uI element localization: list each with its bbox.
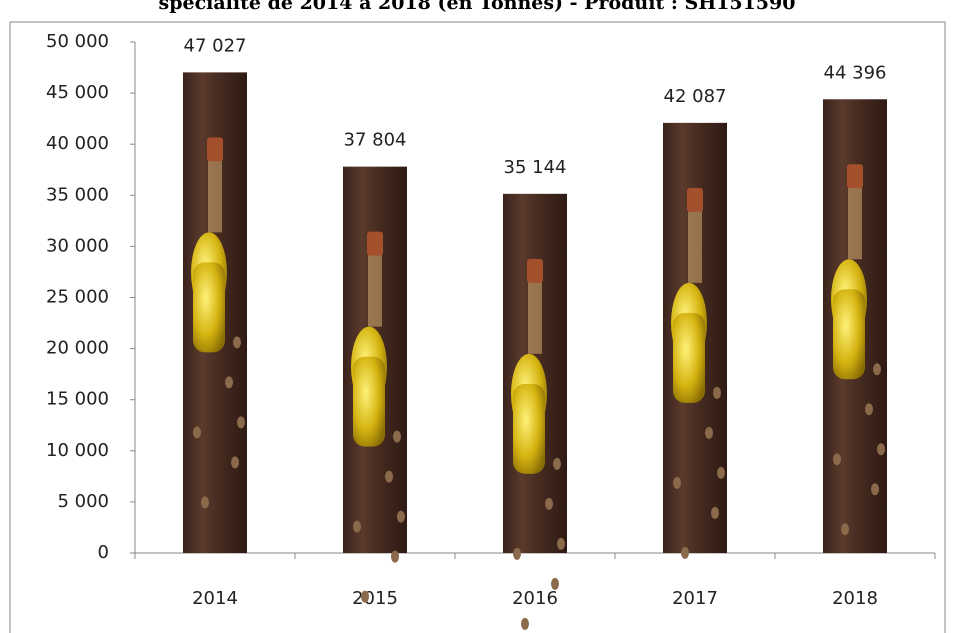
seed <box>877 443 885 456</box>
seed <box>865 403 873 416</box>
seed <box>233 336 241 349</box>
seed <box>551 577 559 590</box>
seed <box>393 430 401 443</box>
bar-decoration <box>191 137 245 509</box>
seed <box>717 466 725 479</box>
bar-decoration <box>511 258 565 630</box>
y-tick-label: 40 000 <box>46 133 109 154</box>
y-tick-label: 0 <box>98 542 109 563</box>
value-label: 47 027 <box>184 35 247 56</box>
y-tick-label: 5 000 <box>57 491 109 512</box>
seed <box>711 506 719 519</box>
x-tick-label: 2017 <box>672 588 718 609</box>
bottle-cork <box>207 137 223 162</box>
seed <box>713 386 721 399</box>
seed <box>841 523 849 536</box>
seed <box>225 376 233 389</box>
seed <box>397 510 405 523</box>
x-tick-label: 2016 <box>512 588 558 609</box>
seed <box>391 550 399 563</box>
bar-decoration <box>351 231 405 603</box>
x-tick-label: 2018 <box>832 588 878 609</box>
seed <box>871 483 879 496</box>
y-tick-label: 50 000 <box>46 31 109 52</box>
seed <box>557 537 565 550</box>
bottle-oil <box>833 289 865 380</box>
value-label: 44 396 <box>824 62 887 83</box>
bar-decoration <box>831 164 885 536</box>
bottle-neck <box>528 273 542 354</box>
seed <box>521 617 529 630</box>
y-tick-label: 10 000 <box>46 440 109 461</box>
bottle-cork <box>367 231 383 256</box>
value-label: 35 144 <box>504 157 567 178</box>
seed <box>353 520 361 533</box>
bottle-neck <box>688 202 702 283</box>
bottle-oil <box>353 356 385 447</box>
y-tick-label: 15 000 <box>46 389 109 410</box>
bottle-cork <box>847 164 863 189</box>
seed <box>833 453 841 466</box>
bottle-neck <box>848 179 862 260</box>
value-label: 42 087 <box>664 86 727 107</box>
seed <box>545 497 553 510</box>
y-tick-label: 30 000 <box>46 235 109 256</box>
bar-decoration <box>671 187 725 559</box>
seed <box>385 470 393 483</box>
seed <box>237 416 245 429</box>
seed <box>231 456 239 469</box>
seed <box>553 457 561 470</box>
bottle-oil <box>193 262 225 353</box>
x-tick-label: 2015 <box>352 588 398 609</box>
bottle-cork <box>687 187 703 212</box>
seed <box>873 363 881 376</box>
y-tick-label: 25 000 <box>46 287 109 308</box>
value-label: 37 804 <box>344 130 407 151</box>
seed <box>193 426 201 439</box>
y-tick-label: 45 000 <box>46 82 109 103</box>
seed <box>201 496 209 509</box>
seed <box>705 426 713 439</box>
bottle-neck <box>368 246 382 327</box>
bottle-cork <box>527 258 543 283</box>
seed <box>681 546 689 559</box>
bottle-oil <box>513 383 545 474</box>
y-tick-label: 35 000 <box>46 184 109 205</box>
bottle-neck <box>208 152 222 233</box>
seed <box>513 547 521 560</box>
bottle-oil <box>673 312 705 403</box>
seed <box>361 590 369 603</box>
seed <box>673 476 681 489</box>
chart-title: spécialité de 2014 à 2018 (en Tonnes) - … <box>159 0 796 14</box>
chart-frame <box>9 21 946 633</box>
y-tick-label: 20 000 <box>46 338 109 359</box>
x-tick-label: 2014 <box>192 588 238 609</box>
